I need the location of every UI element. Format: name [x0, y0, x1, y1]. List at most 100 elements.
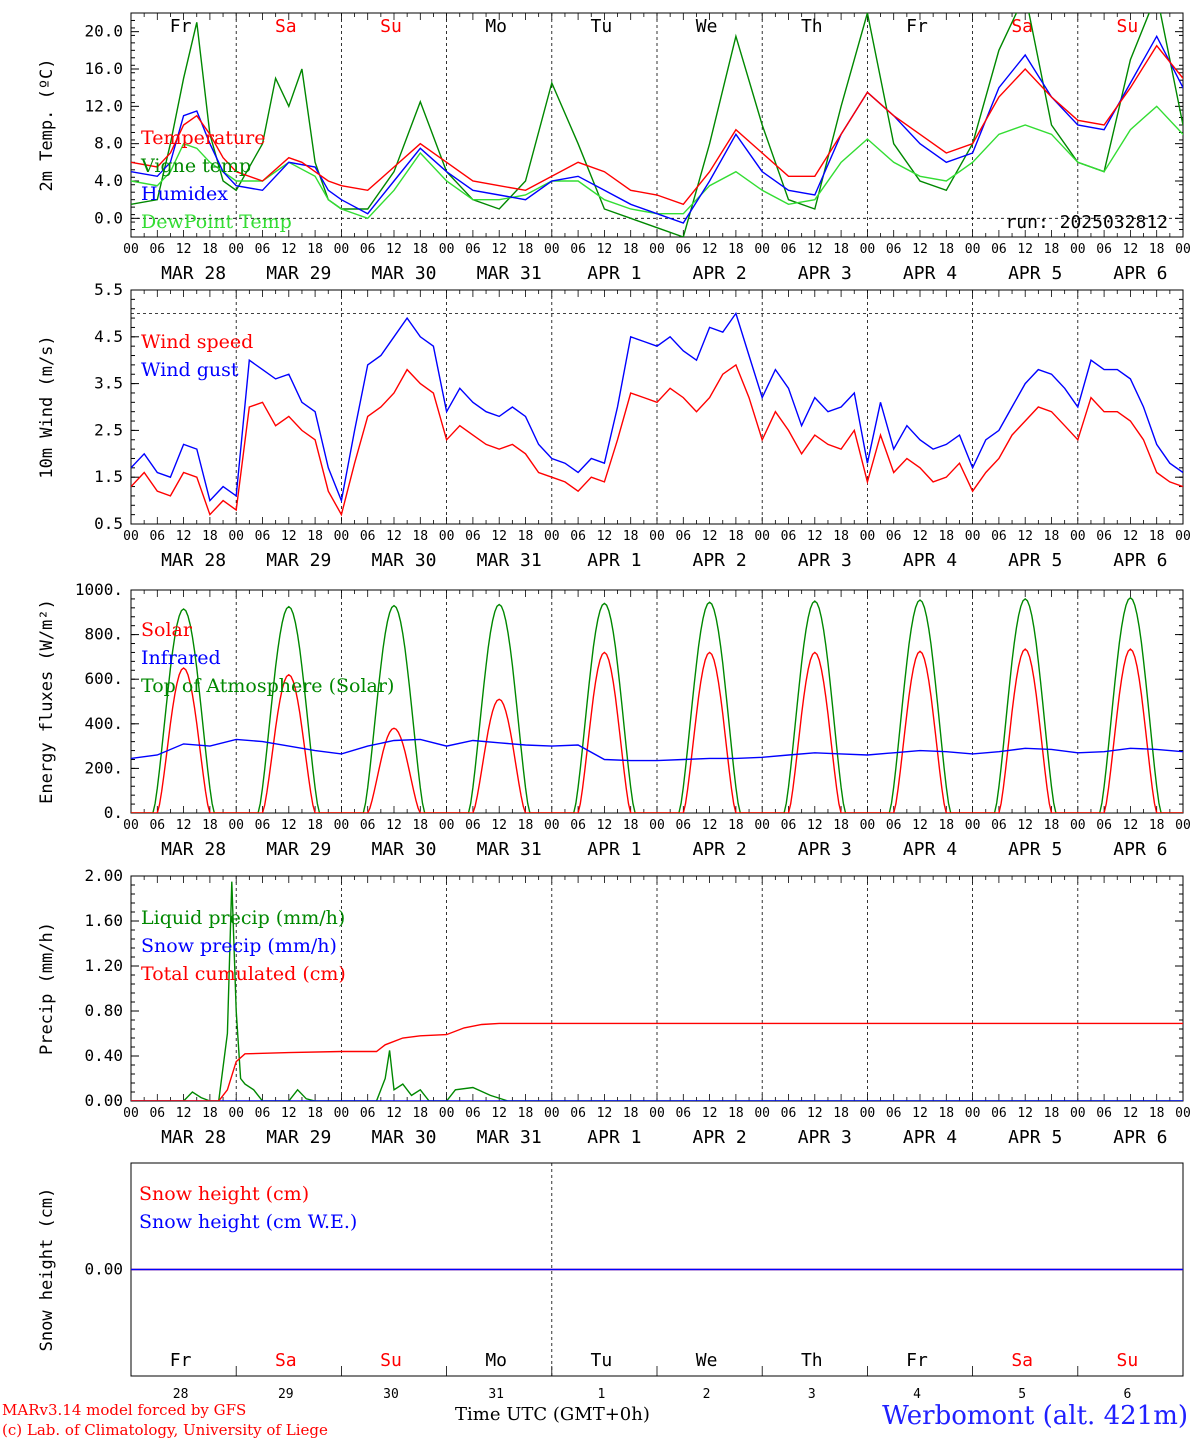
- hour-tick-label: 06: [360, 242, 376, 257]
- y-tick-label: 0.80: [84, 1001, 123, 1020]
- hour-tick-label: 18: [623, 818, 639, 833]
- y-tick-label: 20.0: [84, 22, 123, 41]
- hour-tick-label: 12: [176, 242, 192, 257]
- hour-tick-label: 18: [833, 1106, 849, 1121]
- hour-tick-label: 12: [386, 818, 402, 833]
- hour-tick-label: 12: [702, 1106, 718, 1121]
- y-tick-label: 200.: [84, 758, 123, 777]
- day-label: APR 3: [798, 839, 852, 860]
- hour-tick-label: 06: [570, 818, 586, 833]
- day-label: MAR 30: [371, 263, 436, 284]
- hour-tick-label: 00: [544, 242, 560, 257]
- hour-tick-label: 12: [807, 529, 823, 544]
- day-number-label: 2: [703, 1387, 711, 1400]
- weekday-label: Sa: [275, 1350, 297, 1371]
- hour-tick-label: 00: [439, 1106, 455, 1121]
- weekday-label: Mo: [485, 1350, 507, 1371]
- y-axis-label: 10m Wind (m/s): [37, 335, 57, 478]
- hour-tick-label: 18: [518, 529, 534, 544]
- hour-tick-label: 00: [860, 529, 876, 544]
- hour-tick-label: 18: [728, 242, 744, 257]
- weekday-label: Th: [801, 1350, 823, 1371]
- legend-item: Temperature: [141, 127, 265, 149]
- hour-tick-label: 00: [439, 818, 455, 833]
- series-top-of-atmosphere-solar-: [131, 596, 1183, 813]
- hour-tick-label: 06: [675, 529, 691, 544]
- y-tick-label: 0.00: [84, 1260, 123, 1279]
- y-tick-label: 0.5: [94, 514, 123, 533]
- hour-tick-label: 18: [1149, 818, 1165, 833]
- day-label: MAR 29: [266, 263, 331, 284]
- series-wind-gust: [131, 311, 1183, 504]
- day-label: MAR 31: [477, 263, 542, 284]
- day-label: MAR 31: [477, 839, 542, 860]
- weekday-label: Fr: [170, 1350, 192, 1371]
- hour-tick-label: 06: [781, 818, 797, 833]
- weekday-label: Sa: [1011, 16, 1033, 37]
- hour-tick-label: 00: [860, 242, 876, 257]
- day-label: MAR 28: [161, 263, 226, 284]
- hour-tick-label: 00: [544, 1106, 560, 1121]
- day-number-label: 29: [278, 1387, 294, 1400]
- weekday-label: Su: [380, 1350, 402, 1371]
- day-label: APR 6: [1113, 839, 1167, 860]
- hour-tick-label: 06: [886, 1106, 902, 1121]
- hour-tick-label: 12: [1017, 818, 1033, 833]
- hour-tick-label: 18: [307, 1106, 323, 1121]
- hour-tick-label: 18: [412, 1106, 428, 1121]
- day-label: MAR 31: [477, 550, 542, 571]
- y-tick-label: 1000.: [75, 580, 123, 599]
- hour-tick-label: 12: [597, 529, 613, 544]
- hour-tick-label: 06: [1096, 818, 1112, 833]
- hour-tick-label: 00: [649, 1106, 665, 1121]
- day-label: APR 4: [903, 550, 957, 571]
- panel-wind: 0.5 1.5 2.5 3.5 4.5 5.5 10m Wind (m/s) 00 06 12 18…: [37, 280, 1191, 571]
- y-tick-label: 1.20: [84, 956, 123, 975]
- hour-tick-label: 06: [886, 529, 902, 544]
- legend-item: Snow precip (mm/h): [141, 935, 337, 957]
- day-label: APR 3: [798, 263, 852, 284]
- hour-tick-label: 00: [544, 529, 560, 544]
- y-tick-label: 1.60: [84, 911, 123, 930]
- y-axis-label: Energy fluxes (W/m²): [37, 599, 57, 804]
- legend-item: Solar: [141, 619, 193, 641]
- hour-tick-label: 18: [833, 529, 849, 544]
- hour-tick-label: 12: [1123, 242, 1139, 257]
- panel-energy: 0. 200. 400. 600. 800. 1000. Energy fluxes (W/…: [37, 580, 1191, 860]
- hour-tick-label: 12: [912, 818, 928, 833]
- hour-tick-label: 18: [307, 242, 323, 257]
- legend-item: Infrared: [141, 647, 221, 669]
- hour-tick-label: 06: [255, 242, 271, 257]
- hour-tick-label: 18: [623, 1106, 639, 1121]
- day-label: APR 1: [587, 1127, 641, 1148]
- y-tick-label: 600.: [84, 669, 123, 688]
- hour-tick-label: 18: [202, 818, 218, 833]
- legend-item: Total cumulated (cm): [141, 963, 346, 985]
- day-label: APR 3: [798, 1127, 852, 1148]
- hour-tick-label: 00: [228, 1106, 244, 1121]
- day-label: APR 5: [1008, 1127, 1062, 1148]
- hour-tick-label: 00: [649, 529, 665, 544]
- hour-tick-label: 18: [1044, 1106, 1060, 1121]
- legend-item: Snow height (cm W.E.): [139, 1211, 357, 1233]
- model-credit: MARv3.14 model forced by GFS: [2, 1401, 247, 1419]
- hour-tick-label: 00: [1175, 1106, 1191, 1121]
- hour-tick-label: 12: [912, 1106, 928, 1121]
- day-label: APR 2: [693, 1127, 747, 1148]
- day-label: APR 1: [587, 263, 641, 284]
- hour-tick-label: 00: [1175, 242, 1191, 257]
- hour-tick-label: 18: [518, 242, 534, 257]
- panel-temp: 0.0 4.0 8.0 12.0 16.0 20.0 2m Temp. (ºC) 00 06 12…: [37, 12, 1191, 284]
- hour-tick-label: 06: [465, 1106, 481, 1121]
- y-tick-label: 0.00: [84, 1091, 123, 1110]
- hour-tick-label: 00: [439, 242, 455, 257]
- legend-item: Wind gust: [141, 359, 239, 381]
- hour-tick-label: 18: [307, 818, 323, 833]
- station-title: Werbomont (alt. 421m): [882, 1401, 1188, 1431]
- hour-tick-label: 00: [1175, 818, 1191, 833]
- hour-tick-label: 12: [491, 529, 507, 544]
- y-tick-label: 12.0: [84, 96, 123, 115]
- day-label: MAR 29: [266, 839, 331, 860]
- hour-tick-label: 12: [1017, 1106, 1033, 1121]
- hour-tick-label: 00: [965, 818, 981, 833]
